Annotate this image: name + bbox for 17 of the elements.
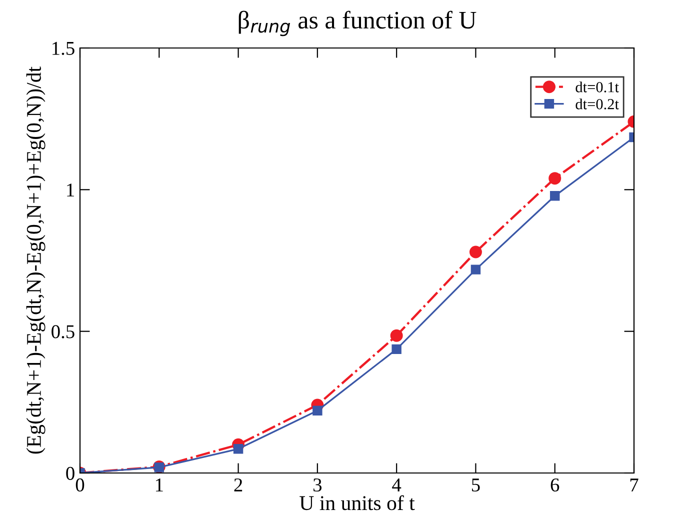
x-tick-label: 3: [313, 478, 322, 492]
chart-title: β$_{rung}$ as a function of U: [238, 10, 476, 36]
x-tick-label: 1: [156, 478, 163, 492]
x-tick-label: 0: [76, 478, 84, 492]
x-tick-label: 7: [630, 478, 638, 492]
x-tick-label: 2: [234, 478, 242, 492]
x-tick-label: 4: [392, 478, 402, 492]
legend-label: dt=0.1t: [576, 82, 619, 92]
y-tick-label: 0.5: [52, 325, 74, 338]
y-axis-title: (Eg(dt,N+1)-Eg(dt,N)-Eg(0,N+1)+Eg(0,N))/dt: [26, 66, 46, 454]
y-tick-label: 1.5: [52, 42, 74, 56]
y-tick-label: 1: [67, 184, 74, 196]
y-tick-label: 0: [66, 466, 74, 480]
legend-label: dt=0.2t: [576, 98, 619, 110]
x-tick-label: 6: [550, 478, 560, 492]
x-axis-title: U in units of t: [300, 495, 415, 510]
x-tick-label: 5: [472, 478, 480, 492]
